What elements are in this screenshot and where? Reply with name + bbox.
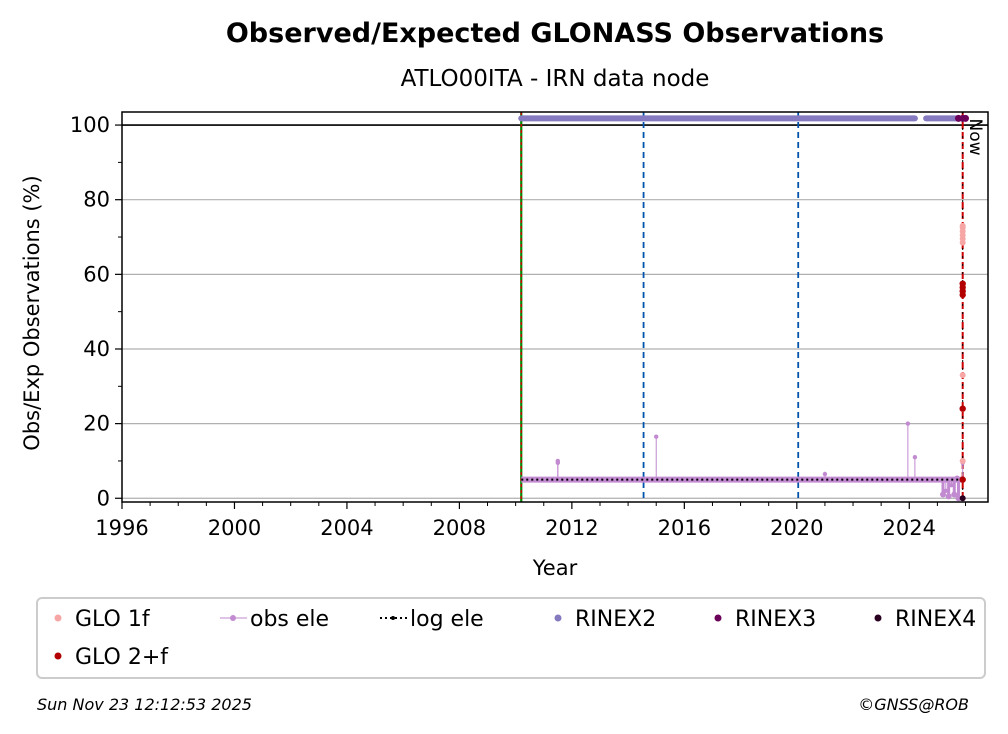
legend-label-obs-ele: obs ele <box>250 607 329 632</box>
legend-marker-glo-1f <box>54 614 62 622</box>
grid-lines <box>122 124 988 499</box>
x-tick-label: 2012 <box>545 516 598 540</box>
glo-2-f-point <box>959 405 966 412</box>
obs-ele-dip-point <box>955 495 962 502</box>
legend-marker-rinex4 <box>874 614 882 622</box>
footer-timestamp: Sun Nov 23 12:12:53 2025 <box>37 695 252 714</box>
plot-area <box>518 114 970 502</box>
legend-marker-rinex2 <box>554 614 562 622</box>
obs-ele-point <box>912 455 918 460</box>
x-axis-label: Year <box>532 556 578 580</box>
legend-label-glo-2-f: GLO 2+f <box>75 645 169 670</box>
now-label: Now <box>965 118 985 155</box>
obs-ele-point <box>822 471 828 477</box>
plot-frame <box>121 111 989 503</box>
glo-1f-point <box>959 457 966 464</box>
y-axis-label: Obs/Exp Observations (%) <box>20 175 44 450</box>
rinex3-point <box>962 114 970 122</box>
x-tick-label: 2008 <box>433 516 486 540</box>
y-axis-ticks: 0 20 40 60 80 100 <box>70 113 122 510</box>
legend-label-log-ele: log ele <box>410 607 484 632</box>
legend-label-glo-1f: GLO 1f <box>75 607 151 632</box>
y-tick-label: 60 <box>83 262 110 286</box>
glo-2-f-point <box>959 280 966 287</box>
x-tick-label: 1996 <box>95 516 148 540</box>
x-tick-label: 2016 <box>658 516 711 540</box>
legend-label-rinex4: RINEX4 <box>895 607 976 632</box>
obs-ele-point <box>654 434 659 439</box>
obs-ele-dip-point <box>951 491 958 498</box>
obs-ele-dip-point <box>945 493 952 500</box>
y-tick-label: 20 <box>83 412 110 436</box>
footer-credit: ©GNSS@ROB <box>858 695 969 714</box>
chart-title: Observed/Expected GLONASS Observations <box>226 18 884 49</box>
legend-marker-glo-2-f <box>54 652 62 660</box>
x-axis-ticks: 1996 2000 2004 2008 2012 2016 2020 2024 <box>95 502 967 540</box>
obs-ele-point <box>905 421 911 426</box>
y-tick-label: 100 <box>70 113 110 137</box>
x-tick-label: 2020 <box>770 516 823 540</box>
reference-lines <box>122 112 988 502</box>
glo-1f-point <box>959 222 966 229</box>
obs-ele-point <box>555 458 561 464</box>
legend-label-rinex3: RINEX3 <box>735 607 816 632</box>
x-tick-label: 2000 <box>208 516 261 540</box>
y-tick-label: 80 <box>83 188 110 212</box>
legend-label-rinex2: RINEX2 <box>575 607 656 632</box>
legend-marker-dot-log-ele <box>391 616 395 620</box>
rinex4-point <box>959 495 966 502</box>
obs-ele-point <box>943 488 949 494</box>
obs-ele-dip-point <box>940 491 947 498</box>
legend-box <box>36 597 986 679</box>
chart-subtitle: ATLO00ITA - IRN data node <box>401 66 710 92</box>
y-tick-label: 40 <box>83 337 110 361</box>
legend: GLO 1f obs ele log ele RINEX2 RINEX3 RINEX4 GL… <box>54 607 976 670</box>
y-tick-label: 0 <box>97 486 110 510</box>
legend-marker-dot-obs-ele <box>230 615 236 621</box>
legend-marker-rinex3 <box>714 614 722 622</box>
glo-2-f-point <box>959 476 966 483</box>
x-tick-label: 2024 <box>883 516 936 540</box>
x-tick-label: 2004 <box>320 516 373 540</box>
obs-ele-point <box>949 483 954 488</box>
glo-1f-point <box>959 372 966 379</box>
